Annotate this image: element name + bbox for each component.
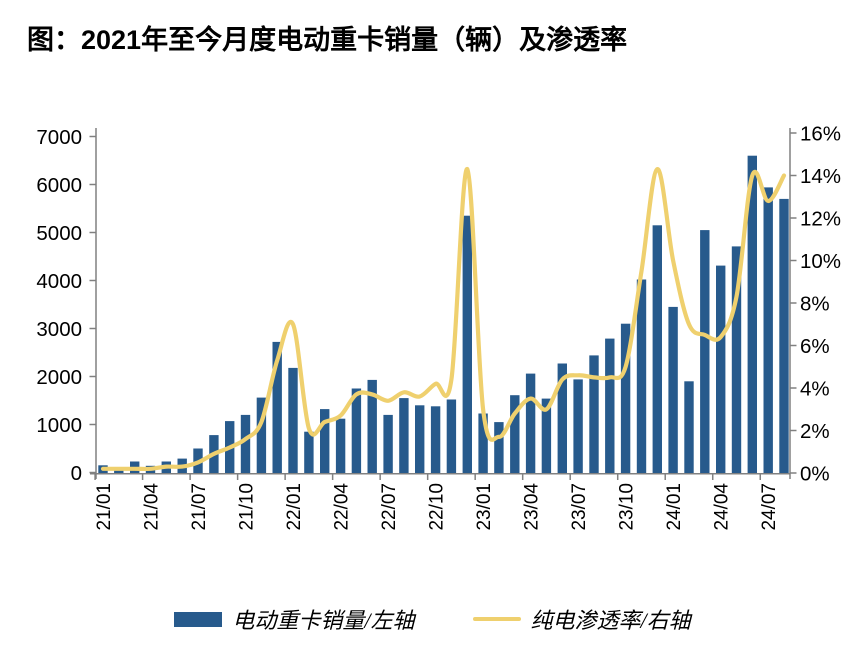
bar-22/05 xyxy=(351,388,362,473)
left-axis-label: 5000 xyxy=(36,222,82,245)
bar-22/06 xyxy=(367,379,377,473)
x-axis-label: 23/04 xyxy=(522,483,543,531)
bar-22/02 xyxy=(304,431,314,473)
bar-24/07 xyxy=(763,187,773,473)
bar-24/01 xyxy=(668,306,678,473)
bar-24/05 xyxy=(731,246,742,473)
x-axis-label: 21/01 xyxy=(94,483,115,531)
right-axis-label: 12% xyxy=(800,208,841,231)
bar-22/04 xyxy=(335,418,346,473)
legend-line-swatch-icon xyxy=(472,617,521,621)
left-axis-label: 2000 xyxy=(36,366,82,389)
left-axis-label: 3000 xyxy=(36,318,82,341)
bar-23/01 xyxy=(478,413,488,473)
x-axis-label: 23/07 xyxy=(569,483,590,531)
bar-21/10 xyxy=(240,414,251,473)
bar-24/04 xyxy=(716,265,726,473)
legend-item-penetration: 纯电渗透率/右轴 xyxy=(472,603,691,635)
bar-24/06 xyxy=(747,155,757,473)
x-axis-label: 24/01 xyxy=(664,483,685,531)
bar-22/12 xyxy=(462,215,472,473)
x-axis-label: 23/10 xyxy=(617,483,638,531)
bar-22/01 xyxy=(288,367,298,473)
bar-24/03 xyxy=(700,230,710,473)
left-axis-label: 6000 xyxy=(36,174,82,197)
bar-22/03 xyxy=(320,409,330,473)
right-axis-label: 16% xyxy=(800,123,841,146)
left-axis-label: 1000 xyxy=(36,414,82,437)
bar-23/07 xyxy=(573,379,583,473)
x-axis-label: 22/01 xyxy=(284,483,305,531)
right-axis-label: 6% xyxy=(800,335,830,358)
left-axis-label: 7000 xyxy=(36,126,82,149)
bar-21/12 xyxy=(272,341,282,473)
legend-bar-swatch-icon xyxy=(174,611,223,627)
penetration-line xyxy=(100,166,787,472)
x-axis-label: 21/04 xyxy=(142,483,163,531)
x-axis-label: 23/01 xyxy=(474,483,495,531)
right-axis-label: 14% xyxy=(800,165,841,188)
x-axis-label: 22/10 xyxy=(427,483,448,531)
legend-penetration-label: 纯电渗透率/右轴 xyxy=(530,608,691,633)
bar-23/08 xyxy=(589,355,599,473)
bar-23/04 xyxy=(525,373,536,473)
bar-23/05 xyxy=(541,398,552,473)
legend-item-sales: 电动重卡销量/左轴 xyxy=(174,603,415,635)
chart-legend: 电动重卡销量/左轴 纯电渗透率/右轴 xyxy=(0,601,865,637)
x-axis-label: 24/04 xyxy=(712,483,733,531)
bar-24/08 xyxy=(779,198,789,473)
bar-22/07 xyxy=(383,414,393,473)
bar-22/11 xyxy=(446,399,457,473)
bar-23/10 xyxy=(620,323,631,473)
bar-23/02 xyxy=(494,422,504,473)
bar-23/12 xyxy=(652,225,662,473)
bar-23/03 xyxy=(510,395,520,473)
left-axis-label: 4000 xyxy=(36,270,82,293)
right-axis-label: 10% xyxy=(800,250,841,273)
bar-23/11 xyxy=(636,279,647,473)
right-axis-label: 2% xyxy=(800,420,830,443)
x-axis-label: 21/10 xyxy=(237,483,258,531)
bar-21/11 xyxy=(256,397,267,473)
bar-24/02 xyxy=(684,381,694,473)
right-axis-label: 8% xyxy=(800,293,830,316)
chart-title: 图：2021年至今月度电动重卡销量（辆）及渗透率 xyxy=(27,25,628,55)
legend-sales-label: 电动重卡销量/左轴 xyxy=(232,608,415,633)
x-axis-label: 22/07 xyxy=(379,483,400,531)
bar-22/10 xyxy=(430,406,441,473)
x-axis-label: 24/07 xyxy=(759,483,780,531)
bar-23/06 xyxy=(557,363,567,473)
x-axis-label: 21/07 xyxy=(189,483,210,531)
bar-22/08 xyxy=(399,398,409,473)
right-axis-label: 4% xyxy=(800,378,830,401)
bar-22/09 xyxy=(415,405,425,473)
left-axis-label: 0 xyxy=(71,462,82,485)
x-axis-label: 22/04 xyxy=(332,483,353,531)
bar-23/09 xyxy=(605,338,615,473)
bar-21/02 xyxy=(114,469,124,473)
right-axis-label: 0% xyxy=(800,463,830,486)
